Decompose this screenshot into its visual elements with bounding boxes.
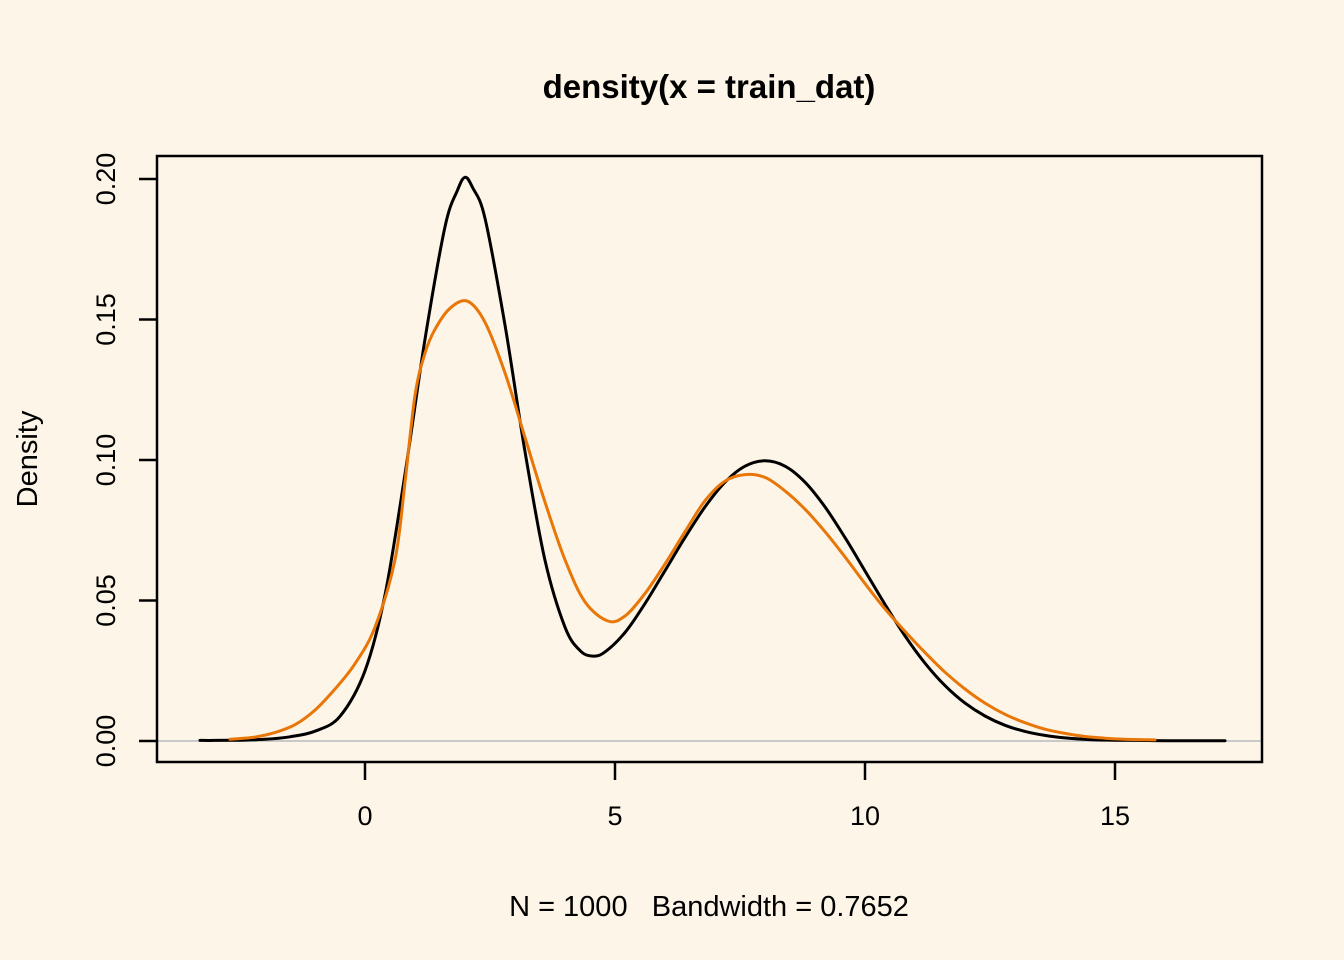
y-axis: 0.00 0.05 0.10 0.15 0.20 (91, 153, 157, 768)
y-axis-tick-label: 0.20 (91, 153, 121, 206)
black-density-curve (198, 175, 1227, 743)
density-curves (198, 175, 1227, 743)
y-axis-tick-label: 0.10 (91, 434, 121, 487)
x-axis-label: N = 1000 Bandwidth = 0.7652 (509, 891, 909, 923)
y-axis-tick-label: 0.15 (91, 293, 121, 346)
x-axis-tick-label: 10 (850, 801, 880, 831)
orange-density-curve (228, 299, 1157, 742)
x-axis-tick-label: 0 (357, 801, 372, 831)
y-axis-tick-label: 0.05 (91, 574, 121, 627)
plot-area-border (155, 154, 1264, 764)
y-axis-label: Density (12, 410, 44, 507)
x-axis-tick-label: 5 (607, 801, 622, 831)
chart-title: density(x = train_dat) (543, 68, 876, 105)
x-axis: 0 5 10 15 (357, 762, 1130, 831)
x-axis-tick-label: 15 (1100, 801, 1130, 831)
y-axis-tick-label: 0.00 (91, 715, 121, 768)
